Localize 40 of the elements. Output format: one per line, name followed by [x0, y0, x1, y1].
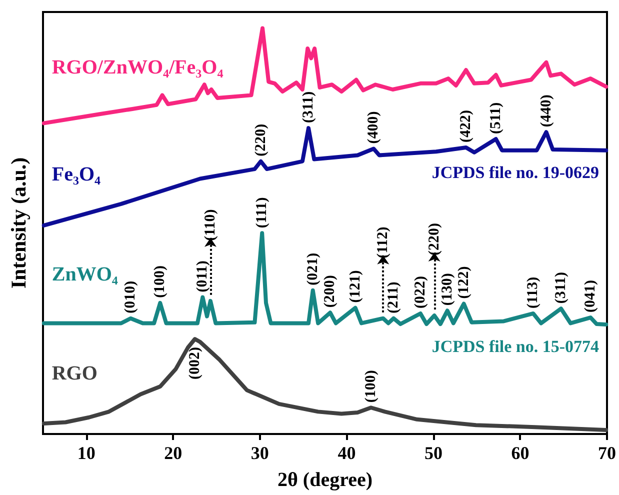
annotation: (113)	[525, 276, 542, 308]
annotation: (002)	[186, 347, 203, 380]
annotation: (130)	[439, 273, 456, 306]
annotation: (021)	[304, 252, 321, 286]
x-tick-label: 50	[424, 443, 442, 463]
x-tick-label: 40	[338, 443, 356, 463]
annotation: (100)	[152, 265, 168, 298]
x-tick-label: 70	[598, 443, 616, 463]
y-axis-title: Intensity (a.u.)	[6, 157, 30, 289]
annotation: (010)	[122, 280, 139, 314]
annotation: (422)	[458, 110, 474, 143]
annotation: (011)	[194, 260, 211, 292]
annotation: (511)	[488, 102, 504, 134]
x-tick-label: 10	[77, 443, 96, 463]
annotation: (111)	[254, 197, 270, 228]
annotation: (211)	[386, 282, 402, 314]
annotation: (041)	[582, 280, 599, 313]
annotation: (200)	[322, 275, 338, 308]
annotation: (122)	[456, 266, 472, 299]
annotation: (112)	[375, 226, 392, 258]
series-label: ZnWO₄	[52, 263, 118, 286]
series-label: RGO	[52, 362, 98, 384]
x-axis-title: 2θ (degree)	[277, 469, 373, 491]
annotation: JCPDS file no. 19-0629	[432, 162, 599, 182]
x-tick-label: 20	[164, 443, 182, 463]
annotation: (440)	[538, 94, 554, 128]
annotation: (022)	[412, 276, 428, 308]
series-label: Fe₃O₄	[52, 163, 101, 186]
annotation: (220)	[426, 223, 442, 256]
series-label: RGO/ZnWO₄/Fe₃O₄	[52, 56, 224, 79]
annotation: (110)	[202, 209, 218, 241]
annotation: (220)	[252, 124, 269, 156]
x-tick-label: 30	[250, 443, 269, 463]
annotation: (311)	[553, 272, 570, 304]
annotation: JCPDS file no. 15-0774	[432, 336, 600, 356]
annotation: (100)	[362, 370, 379, 403]
annotation: (400)	[366, 111, 382, 144]
x-tick-label: 60	[511, 443, 530, 463]
annotation: (121)	[347, 270, 364, 303]
annotation: (311)	[300, 91, 317, 124]
